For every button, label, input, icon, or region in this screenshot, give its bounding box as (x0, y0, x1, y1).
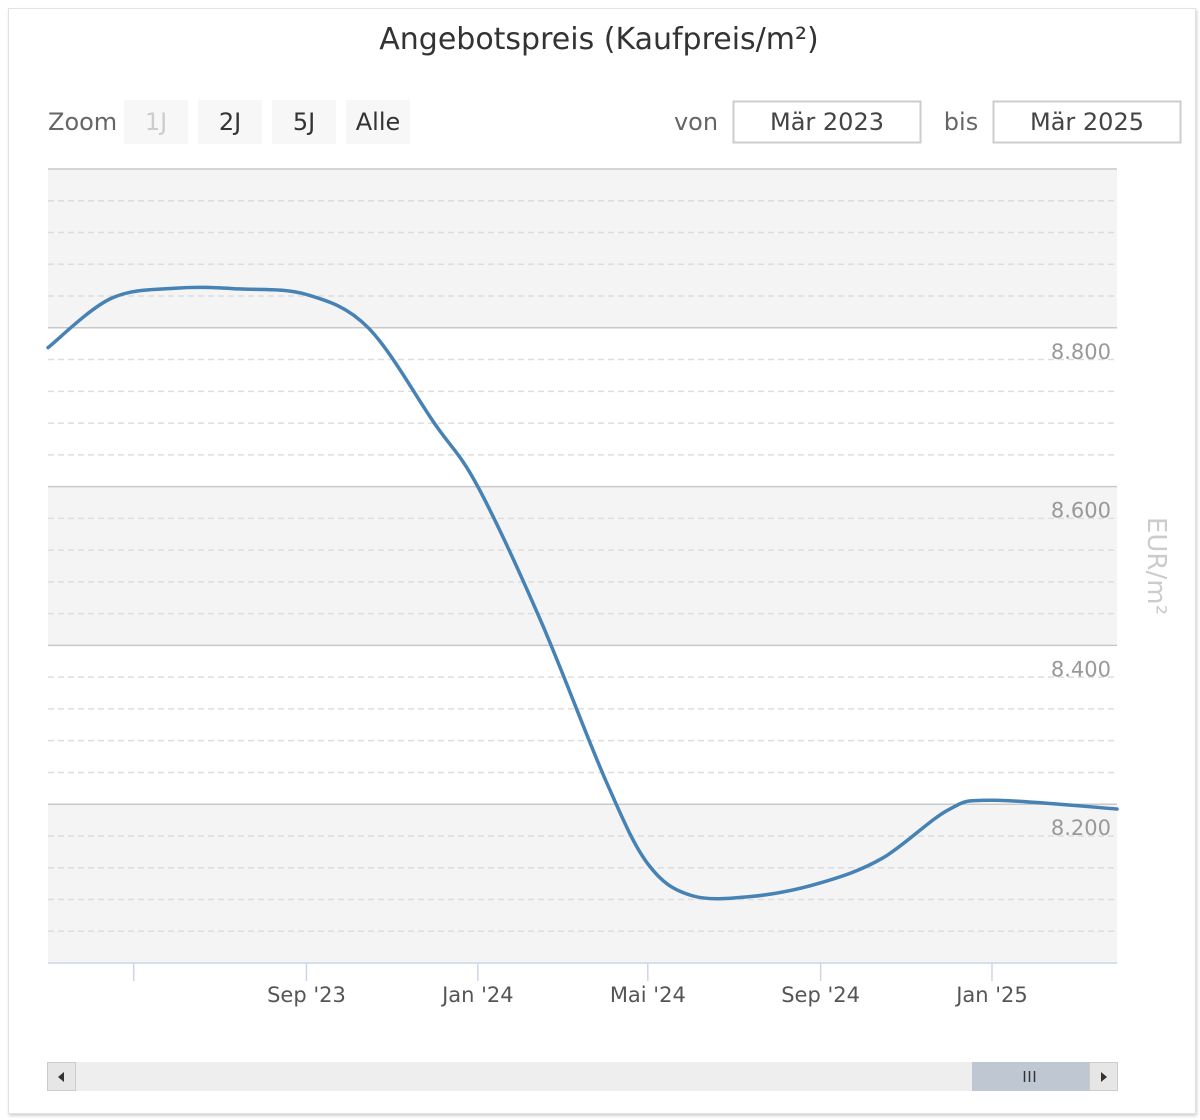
to-date-input[interactable]: Mär 2025 (992, 100, 1182, 144)
zoom-button-2j[interactable]: 2J (198, 100, 262, 144)
arrow-right-icon (1101, 1072, 1107, 1082)
y-tick-label: 8.600 (1051, 499, 1111, 523)
scrollbar-left-button[interactable] (47, 1062, 76, 1091)
from-date-value: Mär 2023 (770, 108, 884, 136)
zoom-button-1j[interactable]: 1J (124, 100, 188, 144)
grip-lines-icon (1023, 1071, 1036, 1082)
x-tick-label: Sep '23 (267, 983, 346, 1007)
chart-title: Angebotspreis (Kaufpreis/m²) (379, 22, 819, 57)
to-date-value: Mär 2025 (1030, 108, 1144, 136)
y-axis-ticks: 8.200 8.400 8.600 8.800 (1051, 340, 1111, 840)
scrollbar-right-button[interactable] (1089, 1062, 1118, 1091)
plot-band-2 (48, 169, 1117, 328)
x-axis: Sep '23 Jan '24 Mai '24 Sep '24 Jan '25 (48, 962, 1117, 1007)
zoom-button-alle-label: Alle (356, 108, 401, 136)
zoom-button-1j-label: 1J (145, 108, 167, 136)
series-layer (46, 285, 1119, 901)
plot-bands (48, 169, 1117, 963)
y-axis-title: EUR/m² (1141, 517, 1171, 615)
scrollbar-track[interactable] (47, 1062, 1117, 1091)
x-tick-label: Jan '25 (954, 983, 1028, 1007)
to-label: bis (944, 108, 978, 136)
series-line-0[interactable] (46, 285, 1119, 901)
from-date-input[interactable]: Mär 2023 (732, 100, 922, 144)
arrow-left-icon (58, 1072, 64, 1082)
from-label: von (674, 108, 718, 136)
major-grid (48, 168, 1117, 805)
plot-band-0 (48, 804, 1117, 963)
y-tick-label: 8.400 (1051, 657, 1111, 681)
y-tick-label: 8.800 (1051, 340, 1111, 364)
x-tick-label: Jan '24 (440, 983, 514, 1007)
zoom-label: Zoom (48, 108, 117, 136)
plot-band-1 (48, 486, 1117, 646)
y-tick-label: 8.200 (1051, 816, 1111, 840)
zoom-button-alle[interactable]: Alle (346, 100, 410, 144)
scrollbar-thumb[interactable] (972, 1062, 1089, 1091)
minor-grid (48, 200, 1117, 932)
x-tick-label: Mai '24 (610, 983, 686, 1007)
zoom-button-5j[interactable]: 5J (272, 100, 336, 144)
x-tick-label: Sep '24 (781, 983, 860, 1007)
zoom-button-2j-label: 2J (219, 108, 241, 136)
scrollbar[interactable] (47, 1062, 1118, 1091)
zoom-button-5j-label: 5J (293, 108, 315, 136)
